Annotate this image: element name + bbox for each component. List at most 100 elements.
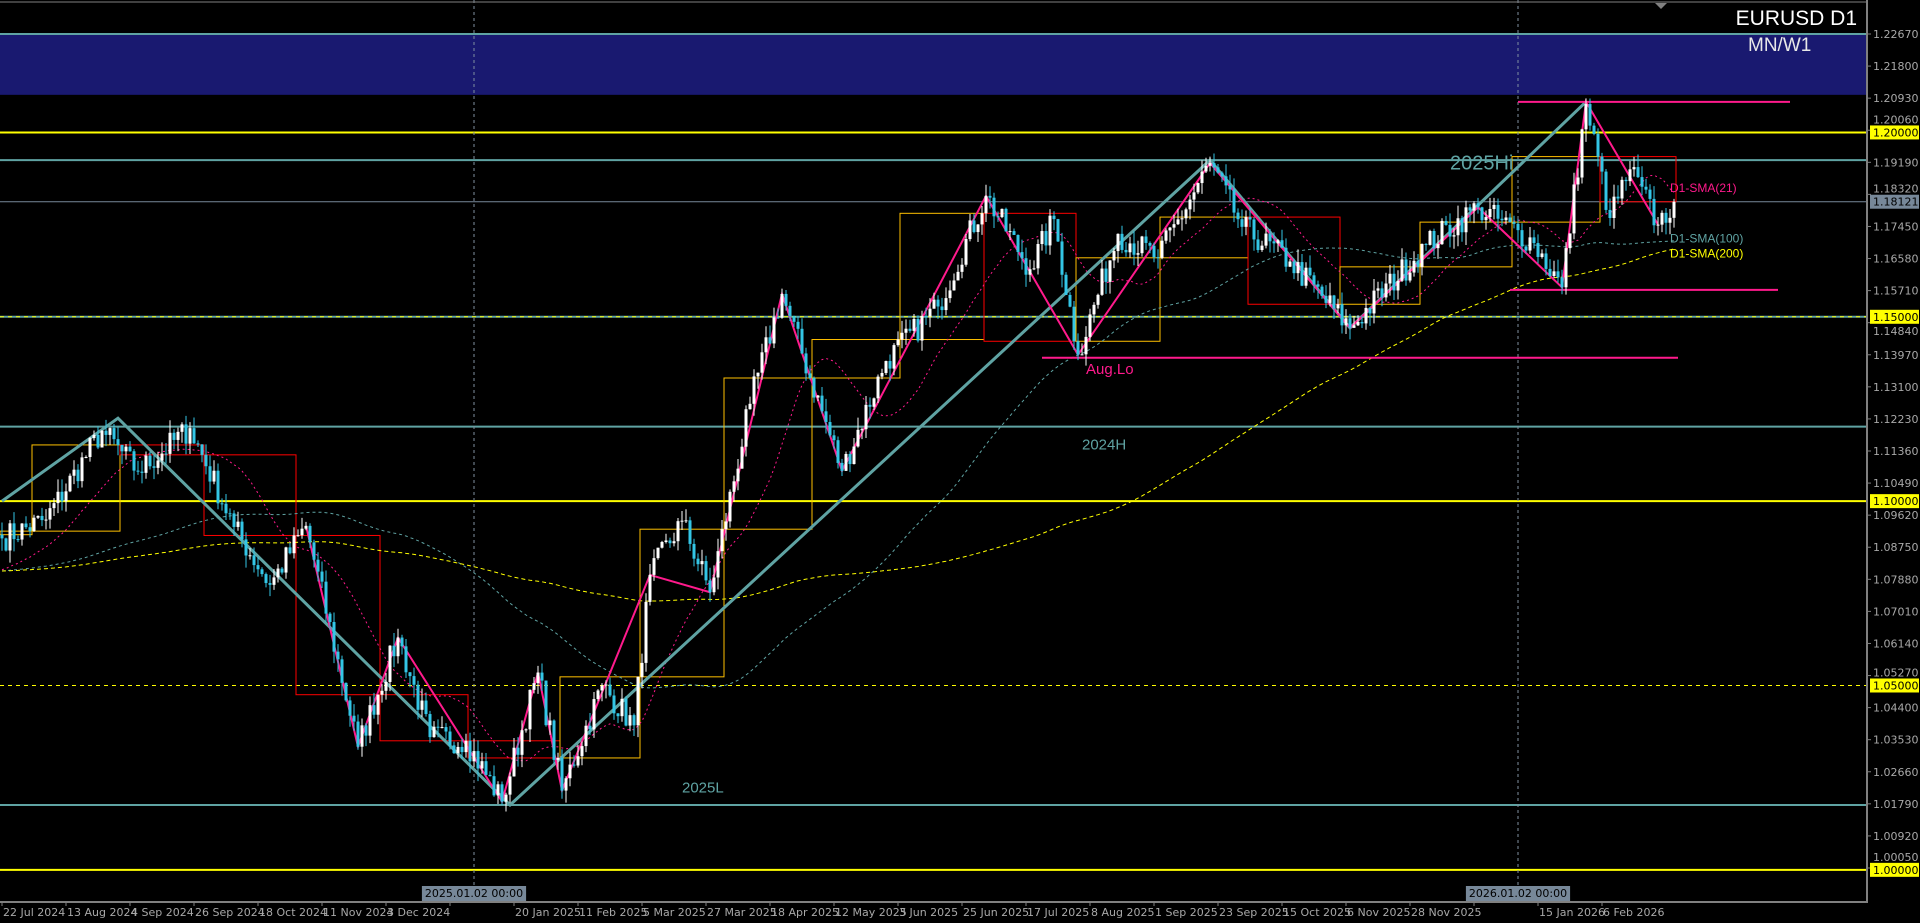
candle[interactable] bbox=[732, 475, 736, 502]
candle[interactable] bbox=[320, 561, 324, 588]
candle[interactable] bbox=[840, 458, 844, 476]
candle[interactable] bbox=[1148, 241, 1152, 254]
candle[interactable] bbox=[1104, 261, 1108, 294]
candle[interactable] bbox=[756, 372, 760, 389]
candle[interactable] bbox=[1416, 254, 1420, 273]
candle[interactable] bbox=[1032, 260, 1036, 271]
candle[interactable] bbox=[992, 192, 996, 228]
candle[interactable] bbox=[104, 419, 108, 447]
candle[interactable] bbox=[496, 781, 500, 804]
candle[interactable] bbox=[1640, 166, 1644, 196]
candle[interactable] bbox=[1240, 209, 1244, 237]
candle[interactable] bbox=[1412, 251, 1416, 277]
candle[interactable] bbox=[1436, 235, 1440, 259]
candle[interactable] bbox=[1172, 214, 1176, 237]
candle[interactable] bbox=[264, 572, 268, 588]
candle[interactable] bbox=[1116, 233, 1120, 263]
candle[interactable] bbox=[468, 732, 472, 773]
candle[interactable] bbox=[476, 740, 480, 782]
candle[interactable] bbox=[184, 415, 188, 455]
candle[interactable] bbox=[876, 374, 880, 404]
candle[interactable] bbox=[1292, 258, 1296, 280]
candle[interactable] bbox=[1560, 269, 1564, 295]
candle[interactable] bbox=[288, 542, 292, 555]
candle[interactable] bbox=[352, 704, 356, 731]
candle[interactable] bbox=[1044, 223, 1048, 254]
candle[interactable] bbox=[1040, 224, 1044, 251]
candle[interactable] bbox=[1336, 298, 1340, 314]
candle[interactable] bbox=[924, 307, 928, 326]
candle[interactable] bbox=[292, 527, 296, 559]
candle[interactable] bbox=[776, 308, 780, 319]
candle[interactable] bbox=[772, 307, 776, 349]
candle[interactable] bbox=[1108, 260, 1112, 294]
candle[interactable] bbox=[928, 298, 932, 328]
candle[interactable] bbox=[12, 512, 16, 552]
candle[interactable] bbox=[560, 749, 564, 799]
candle[interactable] bbox=[1028, 259, 1032, 282]
candle[interactable] bbox=[348, 696, 352, 727]
candle[interactable] bbox=[700, 549, 704, 576]
candle[interactable] bbox=[224, 494, 228, 520]
candle[interactable] bbox=[704, 555, 708, 585]
candle[interactable] bbox=[8, 519, 12, 563]
candle[interactable] bbox=[116, 427, 120, 456]
candle[interactable] bbox=[1540, 249, 1544, 259]
candle[interactable] bbox=[1388, 264, 1392, 296]
candle[interactable] bbox=[152, 454, 156, 480]
candle[interactable] bbox=[1280, 229, 1284, 248]
candle[interactable] bbox=[1504, 211, 1508, 225]
candle[interactable] bbox=[844, 451, 848, 472]
candle[interactable] bbox=[1156, 249, 1160, 269]
candle[interactable] bbox=[24, 516, 28, 530]
candle[interactable] bbox=[1008, 223, 1012, 241]
candle[interactable] bbox=[1420, 243, 1424, 276]
candle[interactable] bbox=[740, 438, 744, 469]
candle[interactable] bbox=[1428, 229, 1432, 246]
candle[interactable] bbox=[1164, 228, 1168, 244]
candle[interactable] bbox=[4, 537, 8, 552]
candle[interactable] bbox=[164, 443, 168, 464]
candle[interactable] bbox=[768, 325, 772, 345]
candle[interactable] bbox=[120, 444, 124, 465]
candle[interactable] bbox=[452, 741, 456, 755]
candle[interactable] bbox=[256, 556, 260, 577]
candle[interactable] bbox=[1088, 308, 1092, 342]
candle[interactable] bbox=[1224, 164, 1228, 194]
candle[interactable] bbox=[892, 343, 896, 376]
candle[interactable] bbox=[1364, 298, 1368, 330]
candle[interactable] bbox=[384, 673, 388, 700]
candle[interactable] bbox=[908, 319, 912, 333]
candle[interactable] bbox=[848, 451, 852, 473]
candle[interactable] bbox=[860, 427, 864, 440]
candle[interactable] bbox=[356, 714, 360, 750]
price-axis[interactable]: 1.22670 1.21800 1.20930 1.20060 1.19190 1.183… bbox=[1867, 28, 1919, 877]
candle[interactable] bbox=[448, 726, 452, 750]
candle[interactable] bbox=[852, 438, 856, 465]
candle[interactable] bbox=[760, 343, 764, 380]
candle[interactable] bbox=[1284, 238, 1288, 272]
candle[interactable] bbox=[1544, 248, 1548, 276]
candle[interactable] bbox=[972, 213, 976, 234]
candle[interactable] bbox=[284, 546, 288, 579]
candle[interactable] bbox=[16, 535, 20, 543]
candle[interactable] bbox=[48, 501, 52, 529]
candle[interactable] bbox=[1348, 313, 1352, 340]
candle[interactable] bbox=[272, 569, 276, 590]
candle[interactable] bbox=[216, 463, 220, 510]
candle[interactable] bbox=[944, 287, 948, 316]
candle[interactable] bbox=[1612, 184, 1616, 229]
candle[interactable] bbox=[1548, 259, 1552, 278]
candle[interactable] bbox=[980, 206, 984, 235]
candle[interactable] bbox=[1328, 282, 1332, 307]
candle[interactable] bbox=[1492, 197, 1496, 220]
candle[interactable] bbox=[1472, 201, 1476, 224]
candle[interactable] bbox=[804, 347, 808, 381]
candle[interactable] bbox=[580, 741, 584, 766]
candle[interactable] bbox=[1084, 326, 1088, 366]
candle[interactable] bbox=[604, 680, 608, 699]
candle[interactable] bbox=[360, 718, 364, 757]
candle[interactable] bbox=[932, 292, 936, 309]
candle[interactable] bbox=[904, 319, 908, 345]
candle[interactable] bbox=[1480, 206, 1484, 224]
